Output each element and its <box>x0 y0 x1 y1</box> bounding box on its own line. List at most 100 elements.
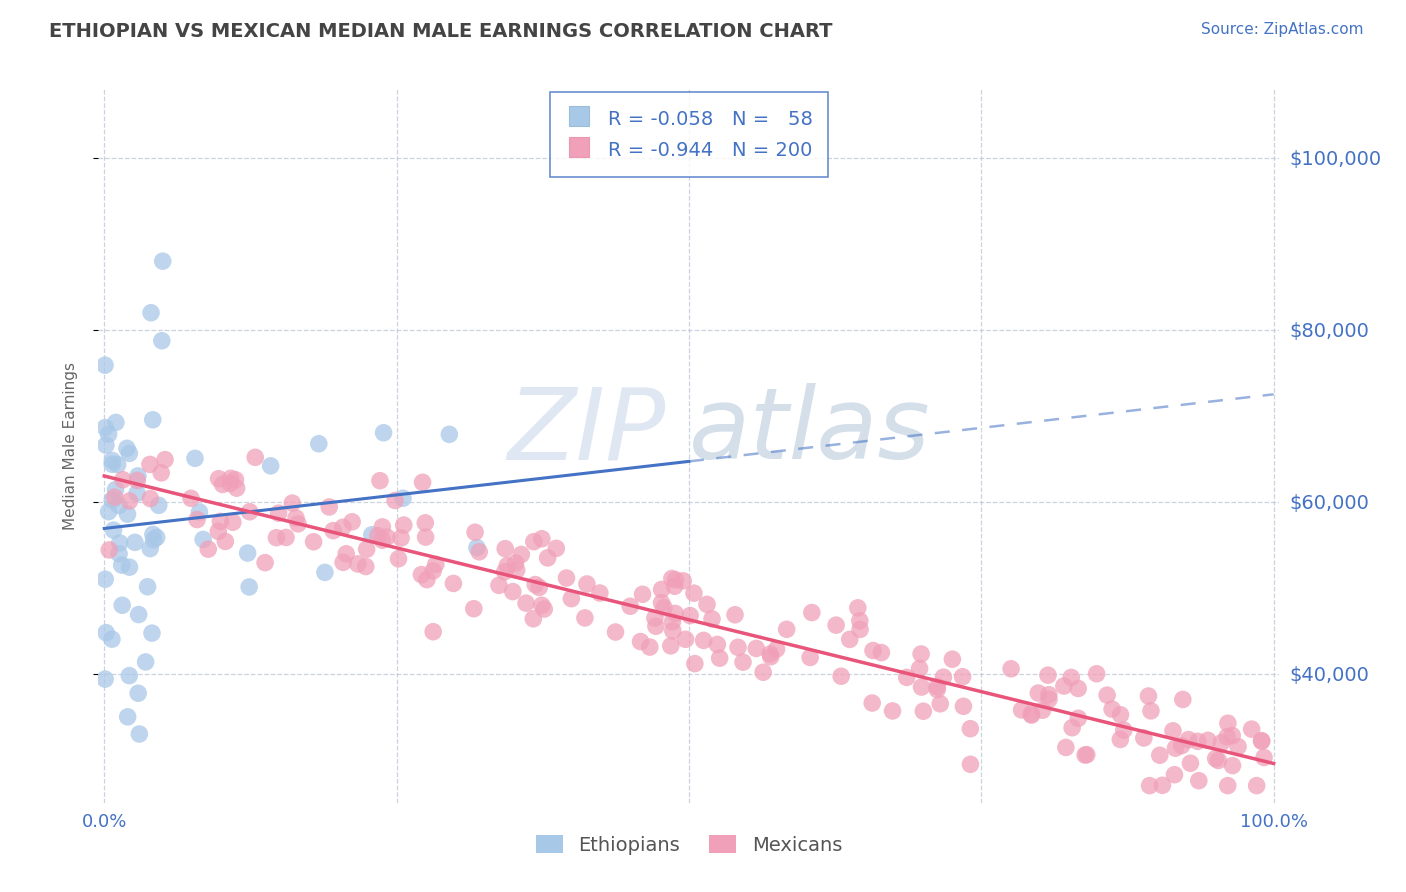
Point <box>727 640 749 655</box>
Point <box>679 608 702 623</box>
Point <box>94 358 117 372</box>
Point <box>799 650 821 665</box>
Point <box>527 581 550 595</box>
Point <box>94 672 117 686</box>
Point <box>387 551 409 566</box>
Point <box>882 704 904 718</box>
Point <box>1074 747 1097 762</box>
Point <box>285 511 308 525</box>
Point <box>416 573 439 587</box>
Point <box>124 535 146 549</box>
Point <box>302 534 325 549</box>
Point <box>118 494 141 508</box>
Point <box>1112 723 1135 738</box>
Point <box>870 646 893 660</box>
Point <box>912 704 935 718</box>
Point <box>683 657 706 671</box>
Point <box>1171 692 1194 706</box>
Point <box>932 670 955 684</box>
Point <box>142 533 165 547</box>
Point <box>1211 736 1233 750</box>
Point <box>941 652 963 666</box>
Point <box>533 602 555 616</box>
Point <box>209 514 232 528</box>
Point <box>1031 703 1053 717</box>
Point <box>128 727 150 741</box>
Point <box>98 543 121 558</box>
Point <box>661 572 683 586</box>
Point <box>523 534 546 549</box>
Point <box>1067 711 1090 725</box>
Point <box>392 491 415 506</box>
Point <box>630 634 652 648</box>
Point <box>838 632 860 647</box>
Point <box>662 624 685 638</box>
Point <box>644 611 666 625</box>
Point <box>107 458 129 472</box>
Point <box>108 547 131 561</box>
Point <box>1026 686 1049 700</box>
Point <box>260 458 283 473</box>
Point <box>927 680 949 694</box>
Point <box>1180 756 1202 771</box>
Point <box>441 576 464 591</box>
Point <box>1208 754 1230 768</box>
Point <box>118 668 141 682</box>
Point <box>197 542 219 557</box>
Point <box>1109 732 1132 747</box>
Point <box>1253 750 1275 764</box>
Point <box>439 427 461 442</box>
Point <box>281 496 304 510</box>
Point <box>117 710 139 724</box>
Point <box>274 531 297 545</box>
Point <box>101 492 124 507</box>
Point <box>139 541 162 556</box>
Point <box>530 532 553 546</box>
Point <box>118 446 141 460</box>
Point <box>308 436 330 450</box>
Point <box>101 453 124 467</box>
Point <box>1021 706 1043 721</box>
Point <box>825 618 848 632</box>
Point <box>1188 773 1211 788</box>
Point <box>127 686 149 700</box>
Point <box>118 560 141 574</box>
Point <box>1205 751 1227 765</box>
Point <box>1216 779 1239 793</box>
Point <box>664 607 686 621</box>
Point <box>188 505 211 519</box>
Point <box>589 586 612 600</box>
Point <box>1137 689 1160 703</box>
Point <box>1109 707 1132 722</box>
Point <box>141 626 163 640</box>
Point <box>367 529 389 543</box>
Point <box>219 471 242 485</box>
Point <box>1062 721 1084 735</box>
Point <box>214 534 236 549</box>
Point <box>207 472 229 486</box>
Point <box>759 647 782 661</box>
Point <box>104 483 127 497</box>
Point <box>207 524 229 539</box>
Point <box>101 457 124 471</box>
Point <box>464 525 486 540</box>
Point <box>346 557 368 571</box>
Point <box>1149 748 1171 763</box>
Point <box>392 518 415 533</box>
Point <box>692 633 714 648</box>
Point <box>1163 768 1185 782</box>
Point <box>254 556 277 570</box>
Point <box>724 607 747 622</box>
Point <box>103 523 125 537</box>
Point <box>115 442 138 456</box>
Point <box>505 563 527 577</box>
Point <box>1216 716 1239 731</box>
Point <box>139 491 162 506</box>
Point <box>1054 740 1077 755</box>
Point <box>575 577 598 591</box>
Point <box>752 665 775 680</box>
Point <box>488 578 510 592</box>
Point <box>463 601 485 615</box>
Point <box>522 612 544 626</box>
Text: ETHIOPIAN VS MEXICAN MEDIAN MALE EARNINGS CORRELATION CHART: ETHIOPIAN VS MEXICAN MEDIAN MALE EARNING… <box>49 22 832 41</box>
